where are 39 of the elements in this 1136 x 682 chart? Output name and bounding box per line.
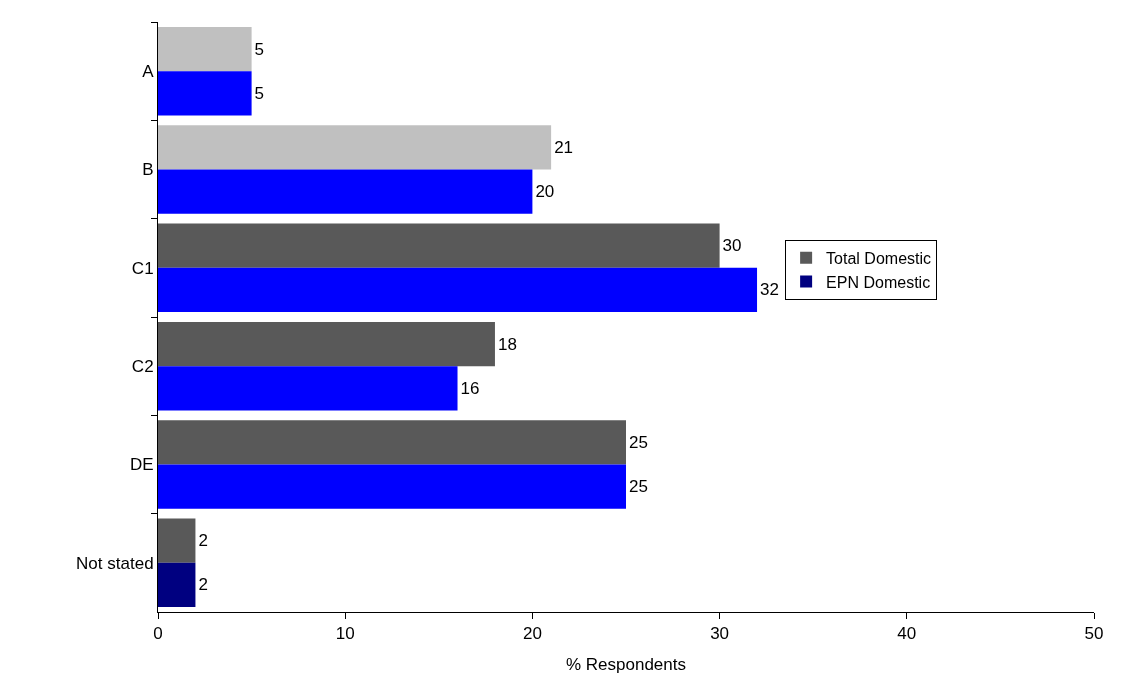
x-tick-label: 0 [153,624,163,644]
data-label: 21 [554,137,574,157]
data-label: 32 [760,280,779,300]
x-axis-title: % Respondents [565,654,687,674]
x-tick-label: 30 [710,624,730,644]
bar [158,26,252,72]
bar [158,366,458,411]
data-label: 18 [497,334,517,354]
y-tick-label: B [142,160,154,180]
bar [158,169,533,214]
data-label: 25 [629,432,648,452]
data-label: 5 [254,39,265,59]
y-tick-label: DE [129,455,154,475]
x-tick-label: 20 [522,624,542,644]
y-tick-label: C1 [131,258,154,278]
y-tick-label: A [142,62,155,82]
bar [158,71,252,116]
bar [158,420,626,465]
data-label: 20 [535,182,555,202]
data-label: 2 [198,531,208,551]
bar [158,464,626,509]
legend-label: Total Domestic [826,249,932,267]
bar [158,518,196,563]
bar [158,223,720,268]
x-tick-label: 50 [1084,624,1104,644]
data-label: 2 [198,575,208,595]
y-tick-label: Not stated [76,553,154,573]
x-tick-label: 10 [335,624,355,644]
bar [158,321,495,367]
bar [158,267,758,313]
data-label: 25 [629,477,648,497]
bar [158,125,552,170]
x-tick-label: 40 [897,624,917,644]
data-label: 16 [460,378,480,398]
legend-label: EPN Domestic [826,273,931,291]
data-label: 30 [722,236,742,256]
bar [158,562,196,608]
y-tick-label: C2 [131,357,154,377]
data-label: 5 [254,83,265,103]
